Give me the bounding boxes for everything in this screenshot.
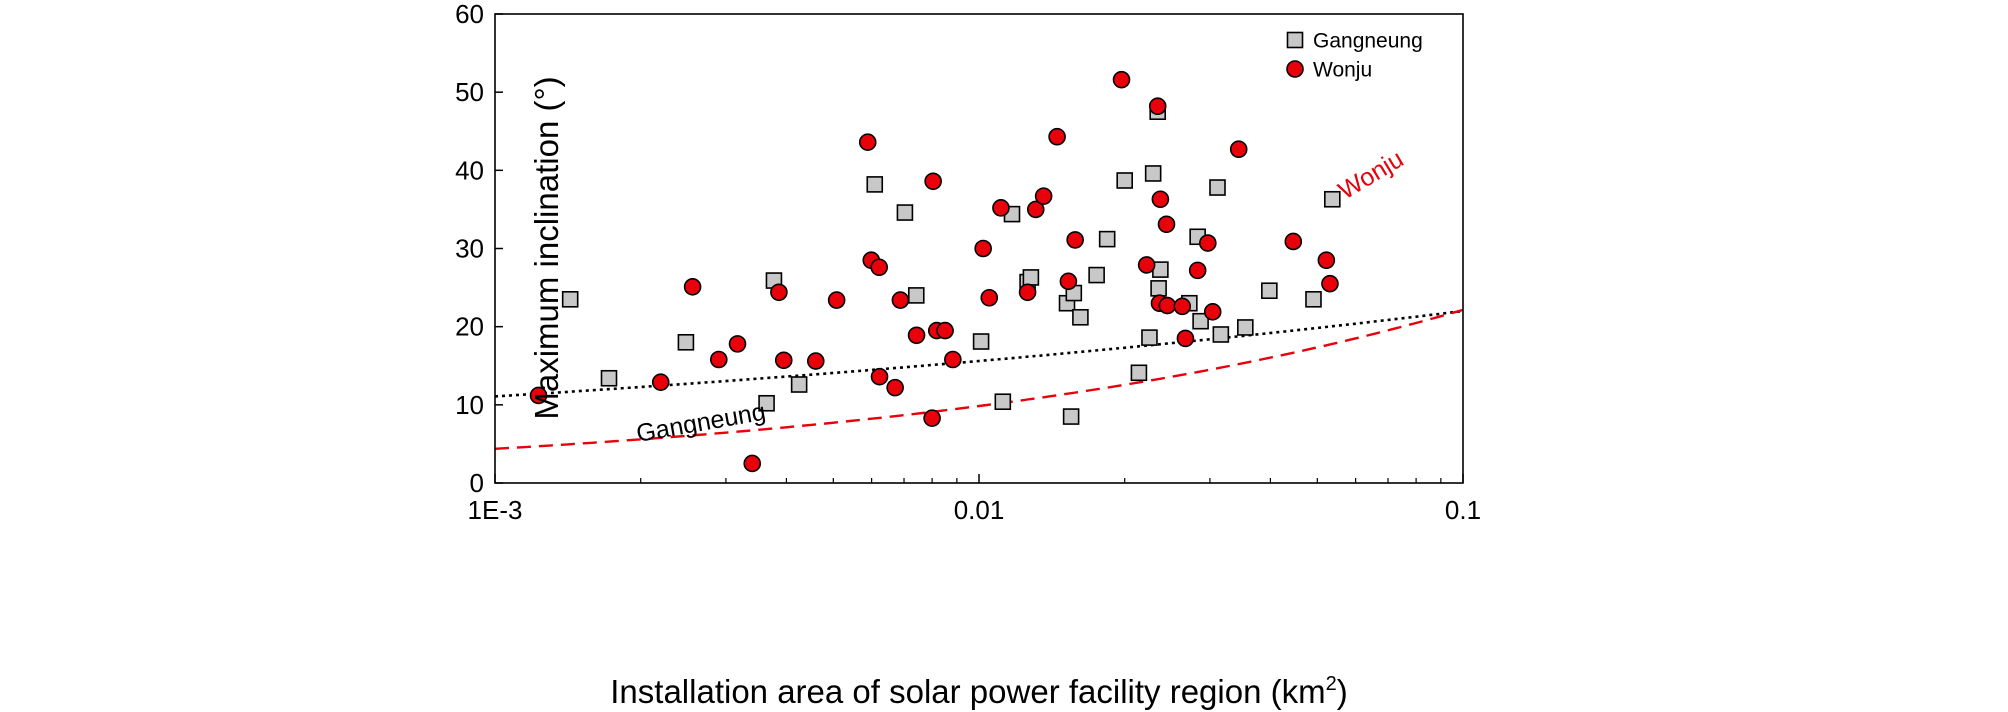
x-tick-label: 0.01 (954, 495, 1005, 525)
point-wonju (870, 258, 888, 277)
y-tick-label: 0 (470, 468, 484, 498)
y-tick-label: 30 (455, 234, 484, 264)
y-axis-title: Maximum inclination (°) (528, 76, 565, 419)
point-wonju (1176, 329, 1195, 348)
y-tick-label: 50 (455, 77, 484, 107)
point-gangneung (561, 291, 579, 308)
point-gangneung (1324, 190, 1341, 208)
legend-marker-wonju (1286, 60, 1304, 78)
point-gangneung (866, 176, 884, 193)
point-wonju (827, 291, 846, 309)
point-wonju (1026, 200, 1045, 219)
point-wonju (924, 172, 942, 191)
point-gangneung (1098, 230, 1116, 248)
point-gangneung (1144, 165, 1162, 182)
point-wonju (1018, 283, 1037, 302)
point-wonju (886, 378, 904, 397)
x-tick-label: 1E-3 (468, 495, 523, 525)
point-wonju (683, 278, 702, 296)
point-gangneung (896, 204, 914, 221)
point-wonju (870, 367, 889, 386)
point-gangneung (1305, 291, 1322, 308)
point-wonju (1317, 251, 1336, 270)
y-tick-label: 20 (455, 312, 484, 342)
point-wonju (1321, 274, 1339, 293)
point-gangneung (972, 333, 990, 350)
point-gangneung (1141, 329, 1158, 346)
legend-marker-gangneung (1286, 31, 1304, 49)
point-wonju (1203, 303, 1222, 321)
point-wonju (980, 288, 999, 307)
point-gangneung (1237, 319, 1254, 336)
point-gangneung (1088, 266, 1105, 284)
point-wonju (529, 386, 548, 405)
data-points (529, 70, 1341, 473)
point-wonju (770, 283, 788, 302)
point-wonju (1137, 256, 1156, 274)
fit-line-gangneung (494, 309, 1464, 398)
point-wonju (992, 199, 1010, 217)
point-gangneung (1209, 179, 1226, 196)
x-tick-label: 0.1 (1445, 495, 1481, 525)
x-axis-title: Installation area of solar power facilit… (610, 673, 1347, 710)
point-wonju (774, 351, 793, 370)
point-gangneung (600, 369, 618, 387)
point-wonju (728, 335, 747, 353)
point-wonju (806, 352, 825, 370)
point-gangneung (1261, 282, 1278, 300)
fit-label-gangneung: Gangneung (634, 398, 768, 448)
point-wonju (651, 373, 670, 391)
point-gangneung (1150, 280, 1167, 297)
point-gangneung (1062, 408, 1080, 425)
legend-label-gangneung: Gangneung (1313, 30, 1423, 53)
point-wonju (1284, 232, 1303, 251)
point-wonju (1112, 70, 1131, 89)
point-gangneung (677, 333, 695, 351)
point-wonju (1157, 215, 1176, 234)
y-tick-label: 10 (455, 390, 484, 420)
point-wonju (1199, 234, 1217, 252)
point-gangneung (1212, 326, 1230, 343)
point-wonju (1066, 231, 1084, 249)
point-gangneung (1116, 172, 1133, 189)
point-wonju (1158, 296, 1177, 315)
point-wonju (858, 133, 877, 151)
point-wonju (1188, 261, 1207, 280)
point-wonju (923, 409, 941, 427)
y-tick-label: 40 (455, 155, 484, 185)
y-tick-label: 60 (455, 0, 484, 29)
legend-label-wonju: Wonju (1313, 59, 1372, 82)
point-gangneung (994, 393, 1012, 411)
legend: Gangneung Wonju (1286, 30, 1423, 82)
point-gangneung (907, 287, 925, 304)
point-wonju (1229, 140, 1248, 159)
fit-label-wonju: Wonju (1334, 145, 1409, 205)
point-wonju (1059, 272, 1078, 291)
point-wonju (891, 291, 910, 309)
axis-ticks: 0 10 20 30 40 50 60 1E-3 0.01 0.1 (455, 0, 1481, 525)
point-wonju (1034, 187, 1053, 205)
fit-line-wonju (494, 308, 1464, 450)
point-wonju (1048, 127, 1066, 146)
point-gangneung (1192, 312, 1209, 330)
point-wonju (743, 454, 762, 473)
point-wonju (1151, 190, 1170, 209)
point-wonju (907, 326, 926, 345)
point-gangneung (1022, 269, 1040, 286)
point-wonju (1148, 97, 1167, 116)
point-wonju (974, 239, 992, 258)
point-wonju (1173, 297, 1192, 316)
point-gangneung (790, 376, 808, 393)
point-gangneung (1072, 308, 1089, 326)
point-wonju (944, 350, 962, 369)
point-gangneung (1130, 364, 1148, 382)
point-wonju (936, 321, 954, 340)
point-wonju (710, 350, 728, 369)
point-gangneung (758, 394, 775, 412)
